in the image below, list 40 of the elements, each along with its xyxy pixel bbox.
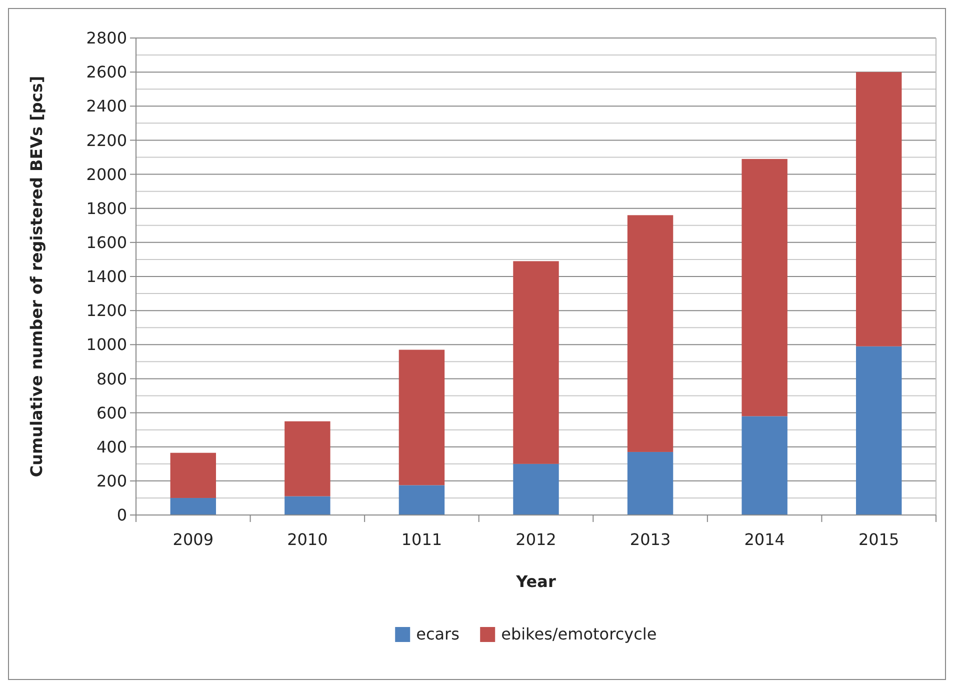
y-tick-label: 2400: [86, 96, 127, 116]
y-tick-label: 1600: [86, 233, 127, 252]
x-axis-title: Year: [515, 572, 556, 591]
y-tick-label: 2200: [86, 130, 127, 150]
x-tick-label: 2014: [744, 530, 785, 549]
y-tick-label: 1800: [86, 198, 127, 218]
y-tick-label: 1200: [86, 301, 127, 320]
bar: [284, 496, 330, 515]
y-axis-title: Cumulative number of registered BEVs [pcs]: [27, 76, 46, 478]
legend-label: ecars: [416, 624, 460, 644]
x-tick-label: 2010: [287, 530, 328, 549]
y-tick-label: 0: [116, 506, 127, 525]
x-tick-label: 1011: [401, 530, 442, 549]
legend-label: ebikes/emotorcycle: [501, 624, 657, 644]
bar: [170, 498, 216, 515]
bar: [627, 215, 674, 452]
bar: [513, 261, 559, 464]
y-tick-label: 2800: [86, 28, 127, 48]
bar: [398, 485, 445, 515]
y-tick-label: 1400: [86, 267, 127, 286]
bar: [627, 452, 674, 515]
y-tick-label: 600: [96, 403, 127, 422]
bar: [398, 350, 445, 486]
y-tick-label: 2600: [86, 62, 127, 82]
bar: [284, 421, 330, 496]
bar: [170, 452, 216, 498]
y-tick-label: 400: [96, 437, 127, 456]
x-tick-label: 2013: [630, 530, 671, 549]
x-tick-label: 2015: [858, 530, 900, 549]
x-tick-label: 2012: [516, 530, 556, 549]
bar: [856, 72, 902, 346]
y-tick-label: 800: [96, 369, 127, 388]
x-tick-label: 2009: [172, 530, 214, 549]
bar: [513, 464, 559, 515]
bar: [742, 416, 788, 515]
bar: [742, 158, 788, 416]
y-tick-label: 200: [96, 472, 127, 491]
bar: [856, 346, 902, 515]
y-tick-label: 1000: [86, 335, 127, 354]
y-tick-label: 2000: [86, 164, 127, 184]
